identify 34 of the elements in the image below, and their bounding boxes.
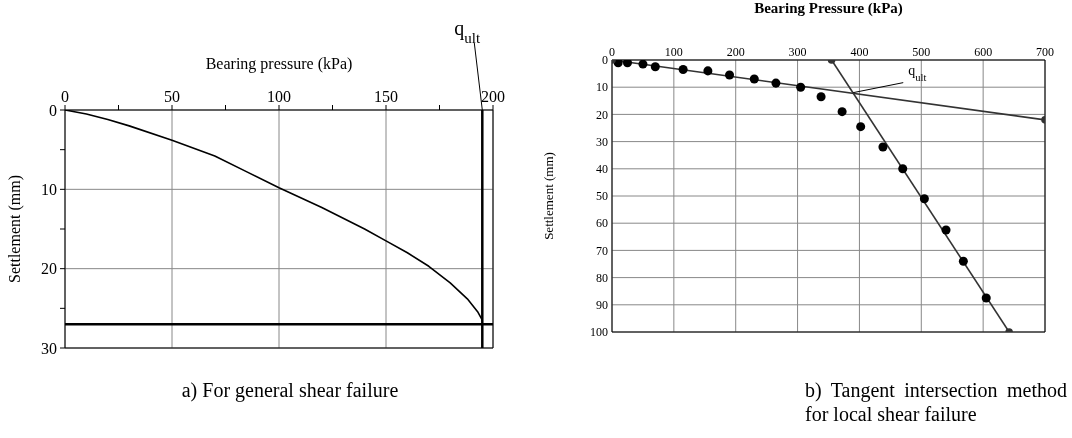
y-tick-label: 90 <box>596 298 608 313</box>
y-tick-label: 30 <box>596 134 608 149</box>
y-tick-label: 70 <box>596 243 608 258</box>
x-tick-label: 700 <box>1036 45 1054 59</box>
x-tick-label: 200 <box>481 88 505 105</box>
y-tick-label: 60 <box>596 216 608 231</box>
y-tick-label: 80 <box>596 270 608 285</box>
y-axis-title: Settlement (mm) <box>540 152 556 240</box>
x-tick-label: 50 <box>164 88 180 105</box>
y-tick-label: 10 <box>596 80 608 95</box>
x-tick-label: 100 <box>267 88 291 105</box>
text: b) Tangent intersection method for local shear failure <box>805 378 1067 426</box>
x-tick-label: 400 <box>850 45 869 59</box>
y-axis-title: Settlement (mm) <box>5 175 24 283</box>
x-axis-title: Bearing pressure (kPa) <box>205 55 353 74</box>
x-tick-label: 600 <box>974 45 993 59</box>
x-tick-label: 100 <box>664 45 683 59</box>
y-tick-label: 20 <box>41 260 57 278</box>
y-tick-label: 10 <box>41 181 57 199</box>
annotation: q$_{ult}$ <box>908 62 927 83</box>
y-tick-label: 100 <box>590 325 608 340</box>
text: a) For general shear failure <box>180 378 400 402</box>
y-tick-label: 30 <box>41 339 57 357</box>
x-axis-title: Bearing Pressure (kPa) <box>754 0 903 17</box>
x-tick-label: 150 <box>374 88 398 105</box>
y-tick-label: 20 <box>596 107 608 122</box>
x-tick-label: 300 <box>788 45 807 59</box>
y-tick-label: 0 <box>49 101 57 119</box>
x-tick-label: 500 <box>912 45 931 59</box>
y-tick-label: 50 <box>596 189 608 204</box>
y-tick-label: 40 <box>596 162 608 177</box>
annotation: q$_{ult}$ <box>454 17 481 46</box>
x-tick-label: 200 <box>726 45 745 59</box>
x-tick-label: 0 <box>61 88 69 105</box>
